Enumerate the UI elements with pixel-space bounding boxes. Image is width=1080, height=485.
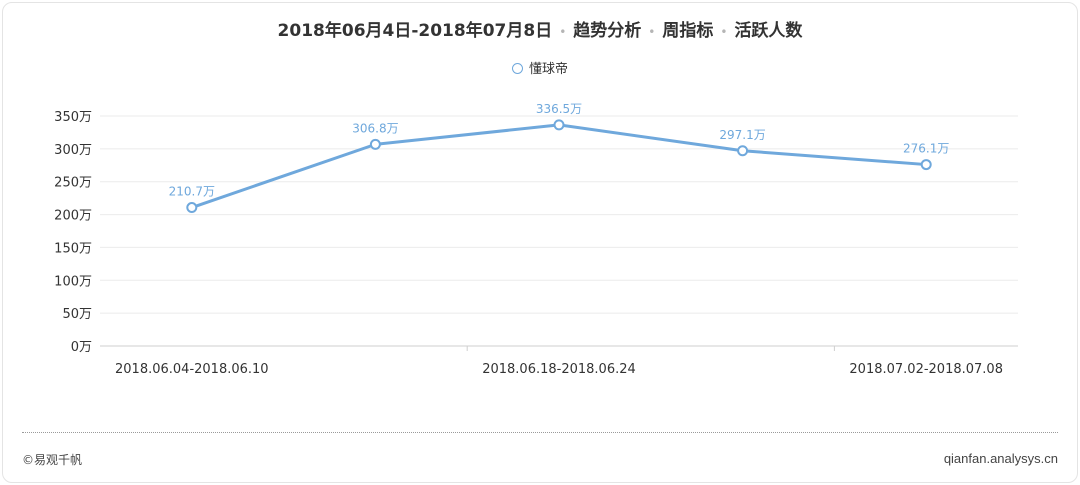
- series-line: [191, 123, 927, 209]
- y-tick-label: 0万: [71, 340, 92, 355]
- data-label: 297.1万: [719, 128, 765, 142]
- x-tick-label: 2018.07.02-2018.07.08: [849, 362, 1003, 377]
- data-label: 276.1万: [903, 142, 949, 156]
- footer-divider: [22, 432, 1058, 433]
- y-tick-label: 150万: [54, 241, 92, 256]
- title-metric: 活跃人数: [734, 21, 803, 41]
- chart-legend[interactable]: 懂球帝: [0, 58, 1080, 77]
- title-period: 周指标: [662, 21, 714, 41]
- line-chart: 0万 50万 100万 150万 200万 250万 300万 350万 2018.06.04-…: [54, 102, 1018, 377]
- y-tick-label: 250万: [54, 176, 92, 191]
- data-label: 336.5万: [536, 102, 582, 116]
- data-label: 306.8万: [352, 121, 398, 135]
- data-label: 210.7万: [169, 185, 215, 199]
- data-point: [186, 202, 198, 214]
- footer-copyright: ©易观千帆: [22, 453, 83, 467]
- x-tick-label: 2018.06.18-2018.06.24: [482, 362, 636, 377]
- title-separator: •: [559, 25, 567, 39]
- chart-title: 2018年06月4日-2018年07月8日 • 趋势分析 • 周指标 • 活跃人数: [0, 16, 1080, 41]
- y-tick-label: 100万: [54, 274, 92, 289]
- legend-series-label: 懂球帝: [528, 62, 568, 77]
- legend-marker-icon: [511, 63, 523, 74]
- y-tick-label: 200万: [54, 209, 92, 224]
- data-point: [553, 119, 565, 131]
- x-tick-label: 2018.06.04-2018.06.10: [115, 362, 269, 377]
- y-tick-label: 350万: [54, 110, 92, 125]
- y-tick-label: 300万: [54, 143, 92, 158]
- data-point: [737, 145, 749, 157]
- title-date-range: 2018年06月4日-2018年07月8日: [277, 21, 553, 41]
- footer-website: qianfan.analysys.cn: [943, 451, 1058, 466]
- data-point: [920, 159, 932, 171]
- title-analysis-type: 趋势分析: [573, 21, 642, 41]
- title-separator: •: [720, 25, 728, 39]
- y-tick-label: 50万: [62, 307, 92, 322]
- data-point: [369, 138, 381, 150]
- title-separator: •: [648, 25, 656, 39]
